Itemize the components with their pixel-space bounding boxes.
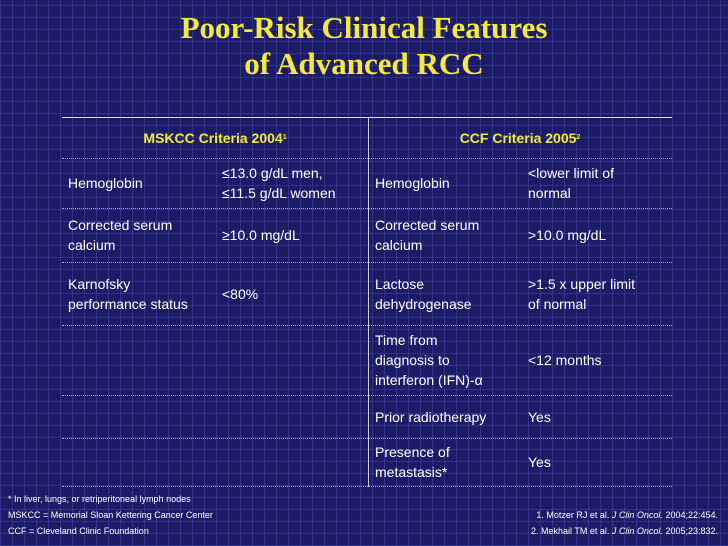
row-divider: [62, 486, 672, 487]
cell-line: interferon (IFN)-α: [375, 372, 483, 388]
ref-journal: J Clin Oncol.: [611, 526, 663, 536]
title: of Advanced RCC: [244, 46, 484, 81]
cell-line: ≥10.0 mg/dL: [222, 227, 300, 243]
column-header: MSKCC Criteria 2004 1: [62, 117, 368, 158]
row-divider: [62, 208, 672, 209]
table-cell: Corrected serum calcium: [375, 208, 520, 262]
table-cell: >1.5 x upper limit of normal: [528, 262, 672, 325]
table-cell: ≥10.0 mg/dL: [222, 208, 368, 262]
table-cell: Yes: [528, 395, 672, 438]
ref-citation: 2005;23:832.: [662, 526, 718, 536]
table-cell: Presence of metastasis*: [375, 438, 520, 486]
header-superscript: 1: [282, 134, 287, 141]
table-cell: Hemoglobin: [375, 158, 520, 208]
cell-line: Corrected serum: [68, 217, 173, 233]
table-cell: <12 months: [528, 325, 672, 395]
table-cell: [222, 438, 368, 486]
table-cell: >10.0 mg/dL: [528, 208, 672, 262]
table-cell: [222, 395, 368, 438]
cell-line: Yes: [528, 454, 551, 470]
cell-line: calcium: [68, 237, 116, 253]
footnote: CCF = Cleveland Clinic Foundation: [8, 526, 149, 536]
reference: 2. Mekhail TM et al. J Clin Oncol. 2005;…: [531, 526, 718, 536]
table-cell: Time from diagnosis to interferon (IFN)-α: [375, 325, 520, 395]
cell-line: Prior radiotherapy: [375, 408, 487, 425]
header-text: MSKCC Criteria 2004: [143, 129, 283, 146]
row-divider: [62, 117, 672, 118]
cell-line: dehydrogenase: [375, 295, 472, 312]
row-divider: [62, 262, 672, 263]
footnote: * In liver, lungs, or retriperitoneal ly…: [8, 494, 191, 504]
table-cell: Yes: [528, 438, 672, 486]
cell-line: calcium: [375, 237, 423, 253]
column-header: CCF Criteria 2005 2: [368, 117, 672, 158]
cell-line: performance status: [68, 295, 188, 312]
cell-line: Karnofsky: [68, 275, 131, 292]
table-cell: Corrected serum calcium: [68, 208, 218, 262]
cell-line: Hemoglobin: [68, 175, 143, 191]
cell-line: <lower limit of: [528, 165, 614, 181]
row-divider: [62, 325, 672, 326]
cell-line: >1.5 x upper limit: [528, 275, 635, 292]
header-superscript: 2: [576, 134, 581, 141]
table-cell: [222, 325, 368, 395]
ref-journal: J Clin Oncol.: [611, 510, 663, 520]
table-cell: [68, 395, 218, 438]
ref-citation: 2004;22:454.: [662, 510, 718, 520]
table-cell: <lower limit of normal: [528, 158, 672, 208]
cell-line: normal: [528, 185, 571, 201]
column-divider: [368, 117, 369, 487]
cell-line: diagnosis to: [375, 352, 450, 368]
cell-line: of normal: [528, 295, 587, 312]
table-cell: Lactose dehydrogenase: [375, 262, 520, 325]
reference: 1. Motzer RJ et al. J Clin Oncol. 2004;2…: [536, 510, 718, 520]
cell-line: >10.0 mg/dL: [528, 227, 607, 243]
row-divider: [62, 395, 672, 396]
cell-line: Presence of: [375, 444, 450, 460]
row-divider: [62, 158, 672, 159]
cell-line: Yes: [528, 408, 551, 425]
row-divider: [62, 438, 672, 439]
cell-line: Lactose: [375, 275, 425, 292]
cell-line: <12 months: [528, 352, 602, 368]
table-cell: Hemoglobin: [68, 158, 218, 208]
ref-authors: 2. Mekhail TM et al.: [531, 526, 612, 536]
title: Poor-Risk Clinical Features: [180, 10, 548, 45]
table-cell: <80%: [222, 262, 368, 325]
cell-line: ≤11.5 g/dL women: [222, 185, 336, 201]
ref-authors: 1. Motzer RJ et al.: [536, 510, 612, 520]
table-cell: Prior radiotherapy: [375, 395, 520, 438]
table-cell: [68, 325, 218, 395]
cell-line: Time from: [375, 332, 438, 348]
table-cell: Karnofsky performance status: [68, 262, 218, 325]
table-cell: [68, 438, 218, 486]
cell-line: metastasis*: [375, 464, 448, 480]
header-text: CCF Criteria 2005: [459, 129, 577, 146]
footnote: MSKCC = Memorial Sloan Kettering Cancer …: [8, 510, 213, 520]
cell-line: Hemoglobin: [375, 175, 450, 191]
cell-line: <80%: [222, 285, 259, 302]
cell-line: ≤13.0 g/dL men,: [222, 165, 323, 181]
cell-line: Corrected serum: [375, 217, 480, 233]
table-cell: ≤13.0 g/dL men, ≤11.5 g/dL women: [222, 158, 368, 208]
